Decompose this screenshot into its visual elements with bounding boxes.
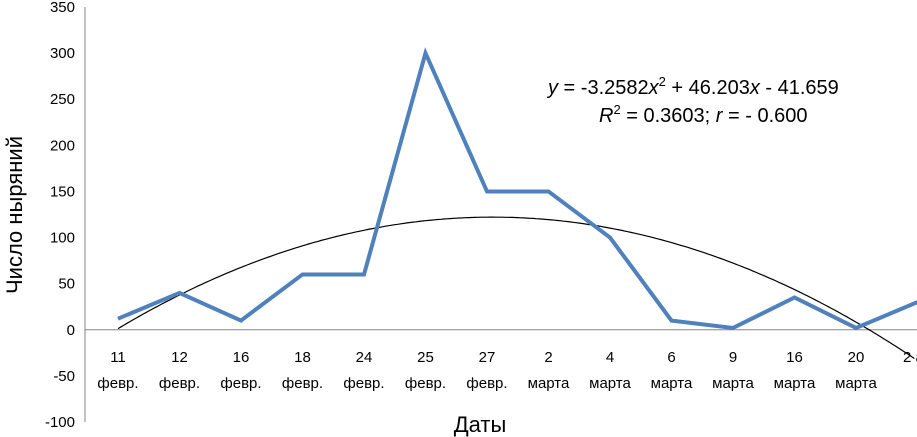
y-tick-label: 250 bbox=[50, 91, 75, 108]
x-tick-label: 20 bbox=[848, 349, 865, 366]
y-tick-labels: 350 300 250 200 150 100 50 0 -50 -100 bbox=[45, 0, 75, 431]
x-tick-label: 12 bbox=[171, 349, 188, 366]
x-tick-label: 4 bbox=[606, 349, 614, 366]
x-tick-label: марта bbox=[589, 375, 631, 392]
x-tick-label: февр. bbox=[405, 375, 446, 392]
x-tick-label: февр. bbox=[159, 375, 200, 392]
x-tick-label: 25 bbox=[417, 349, 434, 366]
x-tick-label: февр. bbox=[466, 375, 507, 392]
x-tick-label: 16 bbox=[786, 349, 803, 366]
x-tick-label: 16 bbox=[233, 349, 250, 366]
x-axis-title: Даты bbox=[454, 412, 507, 437]
x-tick-label: марта bbox=[835, 375, 877, 392]
trendline bbox=[117, 216, 915, 359]
y-tick-label: 200 bbox=[50, 137, 75, 154]
x-tick-label: 9 bbox=[729, 349, 737, 366]
x-tick-label: февр. bbox=[97, 375, 138, 392]
x-tick-label: 2 ап bbox=[903, 349, 917, 366]
y-tick-label: 150 bbox=[50, 183, 75, 200]
y-tick-label: -50 bbox=[53, 368, 75, 385]
x-tick-label: 18 bbox=[294, 349, 311, 366]
y-tick-label: 100 bbox=[50, 230, 75, 247]
x-tick-label: февр. bbox=[343, 375, 384, 392]
y-tick-label: 0 bbox=[67, 322, 75, 339]
x-tick-label: 6 bbox=[667, 349, 675, 366]
series-line bbox=[117, 47, 917, 331]
x-tick-label: 11 bbox=[110, 349, 126, 366]
x-tick-label: февр. bbox=[282, 375, 323, 392]
y-tick-label: 50 bbox=[58, 276, 75, 293]
trend-equation: y = -3.2582x2 + 46.203x - 41.659 bbox=[546, 74, 839, 99]
y-tick-label: 300 bbox=[50, 45, 75, 62]
x-tick-labels: 11февр.12февр.16февр.18февр.24февр.25фев… bbox=[97, 349, 917, 392]
y-axis-title: Число ныряний bbox=[2, 136, 27, 294]
trend-r-squared: R2 = 0.3603; r = - 0.600 bbox=[599, 102, 808, 127]
x-tick-label: 2 bbox=[544, 349, 552, 366]
x-tick-label: 24 bbox=[356, 349, 373, 366]
y-tick-label: -100 bbox=[45, 414, 75, 431]
x-tick-label: марта bbox=[712, 375, 754, 392]
x-tick-label: 27 bbox=[479, 349, 496, 366]
x-tick-label: марта bbox=[528, 375, 570, 392]
y-tick-label: 350 bbox=[50, 0, 75, 16]
x-tick-label: марта bbox=[651, 375, 693, 392]
x-tick-label: марта bbox=[774, 375, 816, 392]
x-tick-label: февр. bbox=[220, 375, 261, 392]
